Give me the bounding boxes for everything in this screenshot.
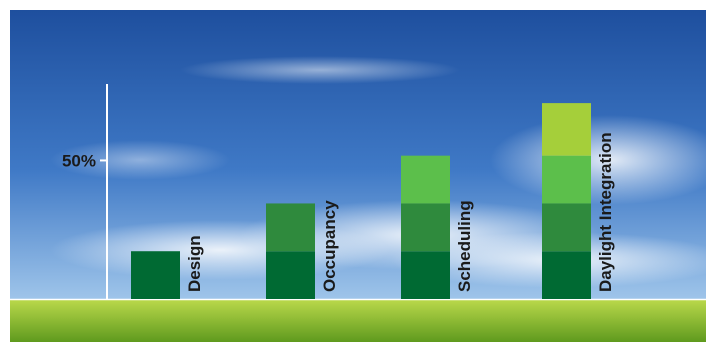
y-axis-ticks: 50% <box>62 151 107 170</box>
category-labels: Design Occupancy Scheduling Daylight Integr… <box>185 132 615 292</box>
bar-segment <box>542 155 591 204</box>
bar-segment <box>401 155 450 204</box>
category-label: Scheduling <box>455 200 474 292</box>
bar-segment <box>131 251 180 299</box>
bar-segment <box>542 251 591 299</box>
bar-segment <box>542 103 591 156</box>
bar-group <box>131 103 591 299</box>
category-label: Occupancy <box>320 200 339 292</box>
bar-segment <box>542 203 591 252</box>
category-label: Daylight Integration <box>596 132 615 292</box>
grass-foreground <box>10 300 706 342</box>
category-label: Design <box>185 235 204 292</box>
bar-segment <box>266 203 315 252</box>
bar-segment <box>401 251 450 299</box>
bar-segment <box>266 251 315 299</box>
y-tick-label: 50% <box>62 151 96 170</box>
bar-segment <box>401 203 450 252</box>
